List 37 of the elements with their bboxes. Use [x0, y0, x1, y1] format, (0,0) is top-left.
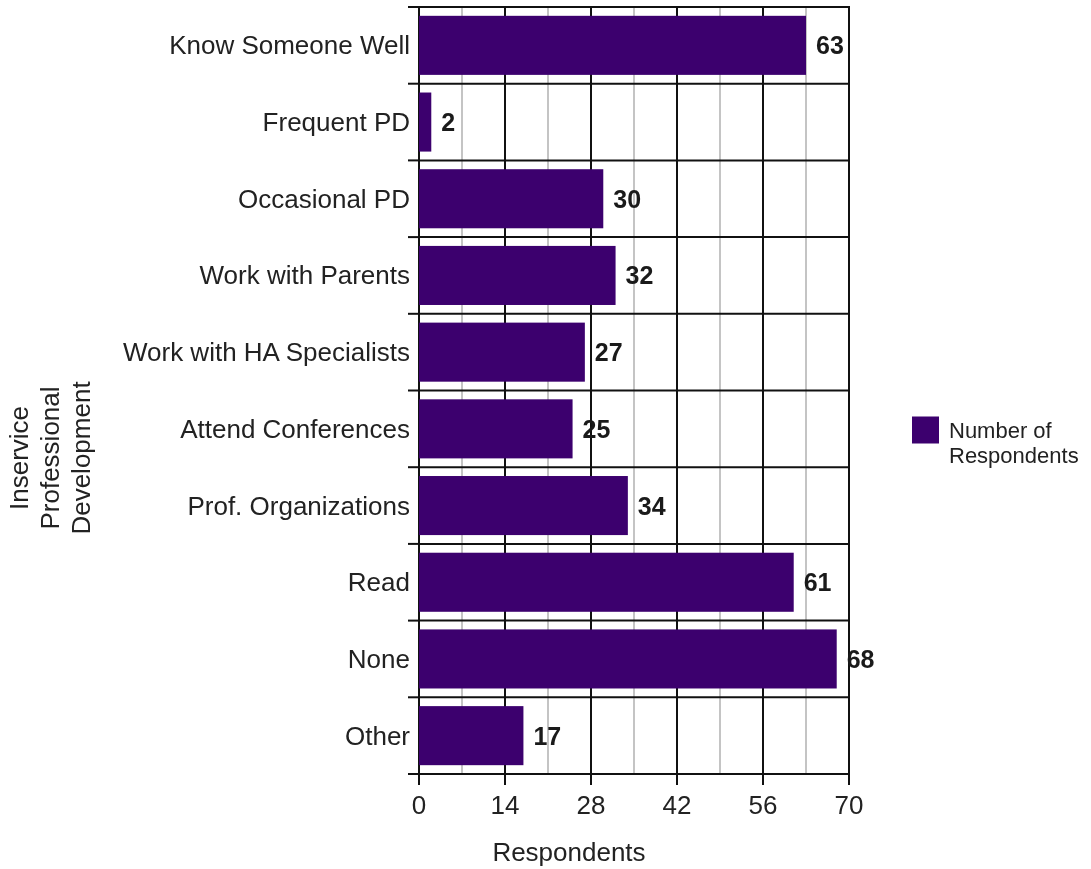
y-tick-label: Occasional PD: [238, 183, 410, 214]
x-axis-title: Respondents: [492, 837, 646, 867]
x-tick-label: 28: [576, 790, 606, 820]
data-label: 32: [625, 261, 654, 290]
data-label: 2: [441, 108, 456, 137]
x-tick-label: 56: [748, 790, 778, 820]
y-tick-label: Work with HA Specialists: [122, 337, 410, 368]
data-label: 17: [533, 721, 562, 750]
data-label: 30: [613, 184, 642, 213]
y-tick-label: None: [347, 643, 410, 674]
bar: [419, 399, 573, 459]
bar: [419, 322, 585, 382]
data-label: 61: [803, 568, 832, 597]
x-tick-label: 70: [834, 790, 864, 820]
x-tick-label: 14: [490, 790, 520, 820]
bar: [419, 245, 616, 305]
y-tick-label: Attend Conferences: [180, 413, 410, 444]
bar: [419, 629, 837, 689]
y-tick-label: Frequent PD: [262, 107, 410, 138]
bar: [419, 15, 806, 75]
y-tick-label: Prof. Organizations: [187, 490, 410, 521]
y-tick-label: Work with Parents: [199, 260, 410, 291]
bar: [419, 476, 628, 536]
data-label: 63: [816, 31, 844, 60]
y-tick-label: Read: [347, 567, 410, 598]
data-label: 27: [594, 338, 623, 367]
legend-label: Number of Respondents: [949, 418, 1079, 468]
y-tick-label: Other: [344, 720, 411, 751]
y-tick-label: Know Someone Well: [169, 30, 410, 61]
data-label: 34: [637, 491, 666, 520]
bar: [419, 169, 604, 229]
bar: [419, 92, 432, 152]
y-axis-title: Inservice Professional Development: [4, 380, 96, 535]
bar: [419, 706, 524, 766]
x-tick-label: 42: [662, 790, 692, 820]
x-tick-label: 0: [411, 790, 427, 820]
bar: [419, 552, 794, 612]
